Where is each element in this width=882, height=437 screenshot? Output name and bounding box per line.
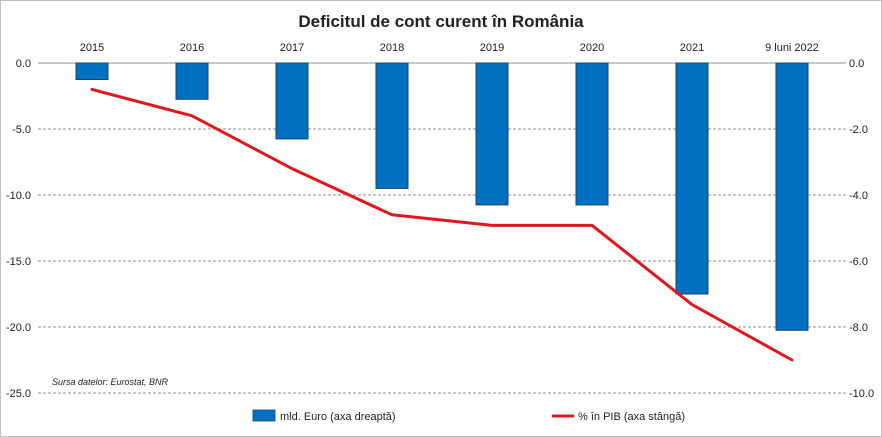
right-tick-label: -4.0: [849, 190, 868, 202]
right-tick-label: -6.0: [849, 256, 868, 268]
legend-bar-swatch: [252, 409, 276, 422]
left-tick-label: -20.0: [6, 322, 31, 334]
category-label: 2020: [580, 42, 604, 54]
line-series: [90, 87, 794, 362]
category-label: 2017: [280, 42, 304, 54]
category-labels: 2015 2016 2017 2018 2019 2020 2021 9 luni 2022: [80, 42, 819, 54]
legend-line-label: % în PIB (axa stângă): [578, 411, 685, 423]
bar: [775, 62, 809, 331]
gridlines: [38, 62, 846, 394]
left-tick-label: -10.0: [6, 190, 31, 202]
right-tick-label: 0.0: [849, 58, 864, 70]
bar: [575, 62, 609, 206]
category-label: 2015: [80, 42, 104, 54]
category-label: 2019: [480, 42, 504, 54]
bar-series: [75, 62, 809, 331]
left-tick-label: 0.0: [16, 58, 31, 70]
bar: [675, 62, 709, 295]
legend-bar-label: mld. Euro (axa dreaptă): [280, 411, 396, 423]
category-label: 2018: [380, 42, 404, 54]
left-tick-label: -5.0: [12, 124, 31, 136]
legend: mld. Euro (axa dreaptă) % în PIB (axa st…: [252, 409, 685, 423]
left-tick-label: -25.0: [6, 388, 31, 400]
category-label: 2016: [180, 42, 204, 54]
category-label: 2021: [680, 42, 704, 54]
bar: [275, 62, 309, 140]
line-path: [90, 87, 794, 362]
left-axis-ticks: 0.0 -5.0 -10.0 -15.0 -20.0 -25.0: [6, 58, 31, 400]
bar: [375, 62, 409, 189]
category-label: 9 luni 2022: [765, 42, 819, 54]
bar: [475, 62, 509, 206]
source-note: Sursa datelor: Eurostat, BNR: [52, 377, 169, 387]
bar: [75, 62, 109, 80]
right-tick-label: -8.0: [849, 322, 868, 334]
right-tick-label: -10.0: [849, 388, 874, 400]
chart-title: Deficitul de cont curent în România: [298, 12, 584, 31]
right-tick-label: -2.0: [849, 124, 868, 136]
left-tick-label: -15.0: [6, 256, 31, 268]
right-axis-ticks: 0.0 -2.0 -4.0 -6.0 -8.0 -10.0: [849, 58, 874, 400]
bar: [175, 62, 209, 100]
